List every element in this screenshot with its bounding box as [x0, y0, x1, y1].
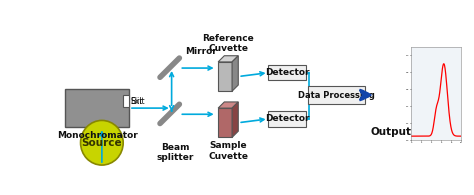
- Text: Output: Output: [371, 127, 411, 137]
- Text: Detector: Detector: [265, 114, 310, 123]
- Text: Slit: Slit: [130, 97, 143, 106]
- Text: Sample
Cuvette: Sample Cuvette: [208, 141, 248, 161]
- Text: Source: Source: [82, 138, 122, 148]
- FancyBboxPatch shape: [65, 89, 129, 127]
- Text: Reference
Cuvette: Reference Cuvette: [202, 34, 254, 53]
- Polygon shape: [232, 102, 238, 137]
- FancyBboxPatch shape: [308, 86, 365, 104]
- FancyBboxPatch shape: [123, 95, 129, 107]
- Text: Data Processing: Data Processing: [298, 90, 375, 99]
- Text: Detector: Detector: [265, 68, 310, 77]
- FancyBboxPatch shape: [268, 65, 307, 80]
- Text: Exit: Exit: [130, 97, 145, 105]
- Ellipse shape: [81, 121, 123, 165]
- Text: Mirror: Mirror: [185, 47, 217, 56]
- Polygon shape: [218, 102, 238, 108]
- Text: Beam
splitter: Beam splitter: [157, 143, 194, 162]
- Text: Monochromator: Monochromator: [57, 131, 137, 140]
- Polygon shape: [218, 56, 238, 62]
- FancyBboxPatch shape: [268, 111, 307, 127]
- FancyBboxPatch shape: [218, 62, 232, 91]
- Polygon shape: [232, 56, 238, 91]
- FancyBboxPatch shape: [218, 108, 232, 137]
